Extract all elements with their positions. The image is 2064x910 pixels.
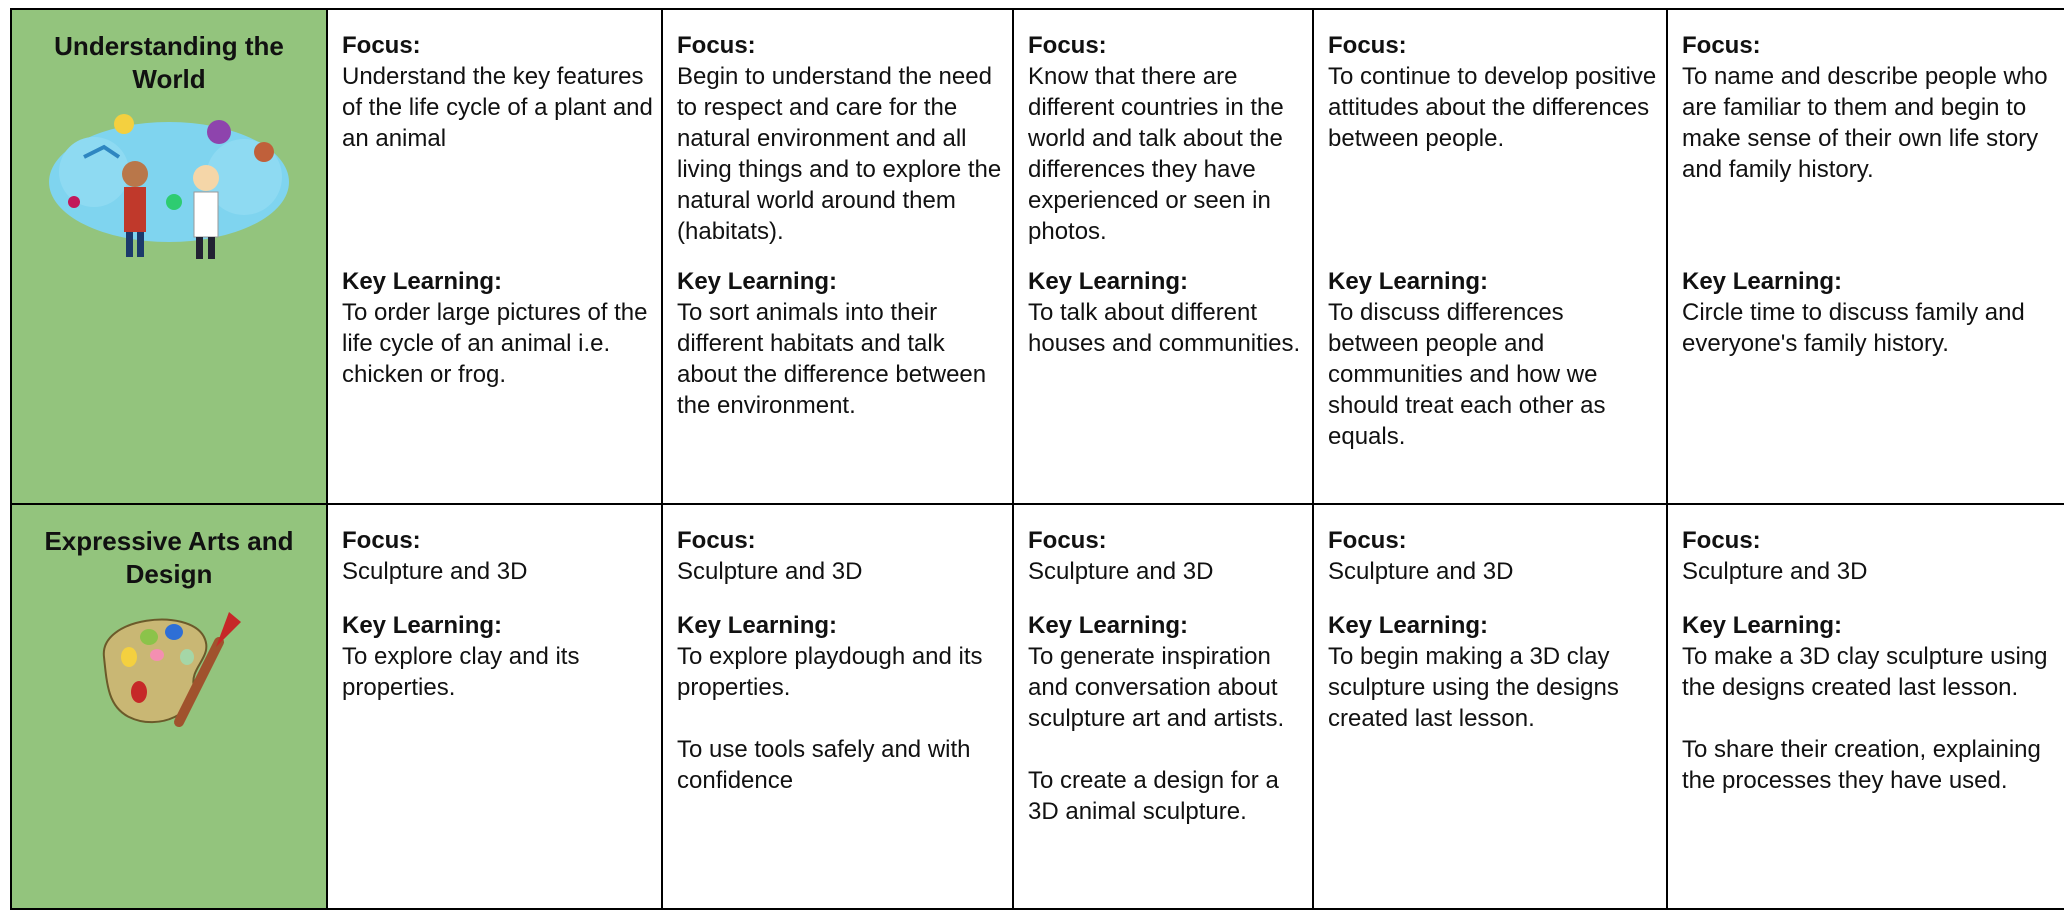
focus-label: Focus: bbox=[342, 527, 421, 554]
subject-cell: Understanding the World bbox=[10, 8, 328, 505]
focus-section: Focus: Know that there are different coun… bbox=[1028, 30, 1304, 247]
focus-label: Focus: bbox=[1328, 32, 1407, 59]
key-learning-section: Key Learning: To explore clay and its pro… bbox=[342, 610, 653, 703]
key-learning-text: Circle time to discuss family and everyo… bbox=[1682, 299, 2025, 357]
key-learning-text: To explore playdough and its properties. bbox=[677, 643, 983, 701]
key-learning-section: Key Learning: To sort animals into their … bbox=[677, 266, 1004, 421]
key-learning-section: Key Learning: To explore playdough and it… bbox=[677, 610, 1004, 796]
focus-label: Focus: bbox=[342, 32, 421, 59]
key-learning-text: To explore clay and its properties. bbox=[342, 643, 580, 701]
key-learning-label: Key Learning: bbox=[1028, 612, 1189, 639]
focus-label: Focus: bbox=[1682, 527, 1761, 554]
key-learning-text: To discuss differences between people an… bbox=[1328, 299, 1606, 450]
key-learning-text: To order large pictures of the life cycl… bbox=[342, 299, 648, 388]
key-learning-label: Key Learning: bbox=[342, 268, 503, 295]
key-learning-section: Key Learning: To generate inspiration and… bbox=[1028, 610, 1304, 827]
subject-cell: Expressive Arts and Design bbox=[10, 503, 328, 910]
subject-title: Understanding the World bbox=[54, 31, 284, 94]
focus-label: Focus: bbox=[1328, 527, 1407, 554]
lesson-cell: Focus: Sculpture and 3D Key Learning: To ge… bbox=[1012, 503, 1314, 910]
lesson-cell: Focus: To name and describe people who ar… bbox=[1666, 8, 2064, 505]
key-learning-text: To talk about different houses and commu… bbox=[1028, 299, 1301, 357]
focus-section: Focus: To continue to develop positive at… bbox=[1328, 30, 1658, 154]
key-learning-text: To generate inspiration and conversation… bbox=[1028, 643, 1285, 732]
key-learning-section: Key Learning: To order large pictures of … bbox=[342, 266, 653, 390]
focus-label: Focus: bbox=[677, 32, 756, 59]
key-learning-text: To sort animals into their different hab… bbox=[677, 299, 987, 419]
key-learning-label: Key Learning: bbox=[1682, 612, 1843, 639]
focus-section: Focus: Sculpture and 3D bbox=[677, 525, 1004, 587]
focus-section: Focus: Sculpture and 3D bbox=[1028, 525, 1304, 587]
focus-section: Focus: To name and describe people who ar… bbox=[1682, 30, 2064, 185]
lesson-cell: Focus: Understand the key features of the… bbox=[326, 8, 663, 505]
lesson-cell: Focus: Sculpture and 3D Key Learning: To ex… bbox=[326, 503, 663, 910]
focus-section: Focus: Sculpture and 3D bbox=[1328, 525, 1658, 587]
lesson-cell: Focus: Begin to understand the need to re… bbox=[661, 8, 1014, 505]
key-learning-text: To create a design for a 3D animal sculp… bbox=[1028, 767, 1279, 825]
lesson-cell: Focus: To continue to develop positive at… bbox=[1312, 8, 1668, 505]
key-learning-section: Key Learning: To discuss differences betw… bbox=[1328, 266, 1658, 452]
key-learning-label: Key Learning: bbox=[1028, 268, 1189, 295]
key-learning-text: To begin making a 3D clay sculpture usin… bbox=[1328, 643, 1619, 732]
focus-section: Focus: Sculpture and 3D bbox=[342, 525, 653, 587]
key-learning-label: Key Learning: bbox=[1328, 268, 1489, 295]
focus-text: Know that there are different countries … bbox=[1028, 63, 1284, 245]
focus-text: To name and describe people who are fami… bbox=[1682, 63, 2048, 183]
key-learning-section: Key Learning: To make a 3D clay sculpture… bbox=[1682, 610, 2064, 796]
focus-text: To continue to develop positive attitude… bbox=[1328, 63, 1657, 152]
lesson-cell: Focus: Know that there are different coun… bbox=[1012, 8, 1314, 505]
key-learning-section: Key Learning: Circle time to discuss fami… bbox=[1682, 266, 2064, 359]
focus-text: Begin to understand the need to respect … bbox=[677, 63, 1002, 245]
subject-title: Expressive Arts and Design bbox=[44, 526, 294, 589]
key-learning-label: Key Learning: bbox=[677, 612, 838, 639]
focus-section: Focus: Sculpture and 3D bbox=[1682, 525, 2064, 587]
focus-text: Sculpture and 3D bbox=[677, 558, 863, 585]
key-learning-label: Key Learning: bbox=[1682, 268, 1843, 295]
focus-label: Focus: bbox=[1028, 527, 1107, 554]
key-learning-label: Key Learning: bbox=[1328, 612, 1489, 639]
focus-section: Focus: Begin to understand the need to re… bbox=[677, 30, 1004, 247]
key-learning-text: To use tools safely and with confidence bbox=[677, 736, 971, 794]
focus-text: Sculpture and 3D bbox=[1028, 558, 1214, 585]
lesson-cell: Focus: Sculpture and 3D Key Learning: To ma… bbox=[1666, 503, 2064, 910]
palette-illustration bbox=[102, 612, 241, 727]
focus-label: Focus: bbox=[677, 527, 756, 554]
lesson-cell: Focus: Sculpture and 3D Key Learning: To ex… bbox=[661, 503, 1014, 910]
focus-text: Sculpture and 3D bbox=[1328, 558, 1514, 585]
focus-text: Understand the key features of the life … bbox=[342, 63, 653, 152]
key-learning-section: Key Learning: To talk about different hou… bbox=[1028, 266, 1304, 359]
key-learning-text: To make a 3D clay sculpture using the de… bbox=[1682, 643, 2048, 701]
focus-text: Sculpture and 3D bbox=[1682, 558, 1868, 585]
key-learning-section: Key Learning: To begin making a 3D clay s… bbox=[1328, 610, 1658, 734]
science-illustration bbox=[49, 114, 289, 259]
key-learning-label: Key Learning: bbox=[677, 268, 838, 295]
key-learning-label: Key Learning: bbox=[342, 612, 503, 639]
focus-text: Sculpture and 3D bbox=[342, 558, 528, 585]
focus-section: Focus: Understand the key features of the… bbox=[342, 30, 653, 154]
focus-label: Focus: bbox=[1682, 32, 1761, 59]
key-learning-text: To share their creation, explaining the … bbox=[1682, 736, 2041, 794]
focus-label: Focus: bbox=[1028, 32, 1107, 59]
lesson-cell: Focus: Sculpture and 3D Key Learning: To be… bbox=[1312, 503, 1668, 910]
